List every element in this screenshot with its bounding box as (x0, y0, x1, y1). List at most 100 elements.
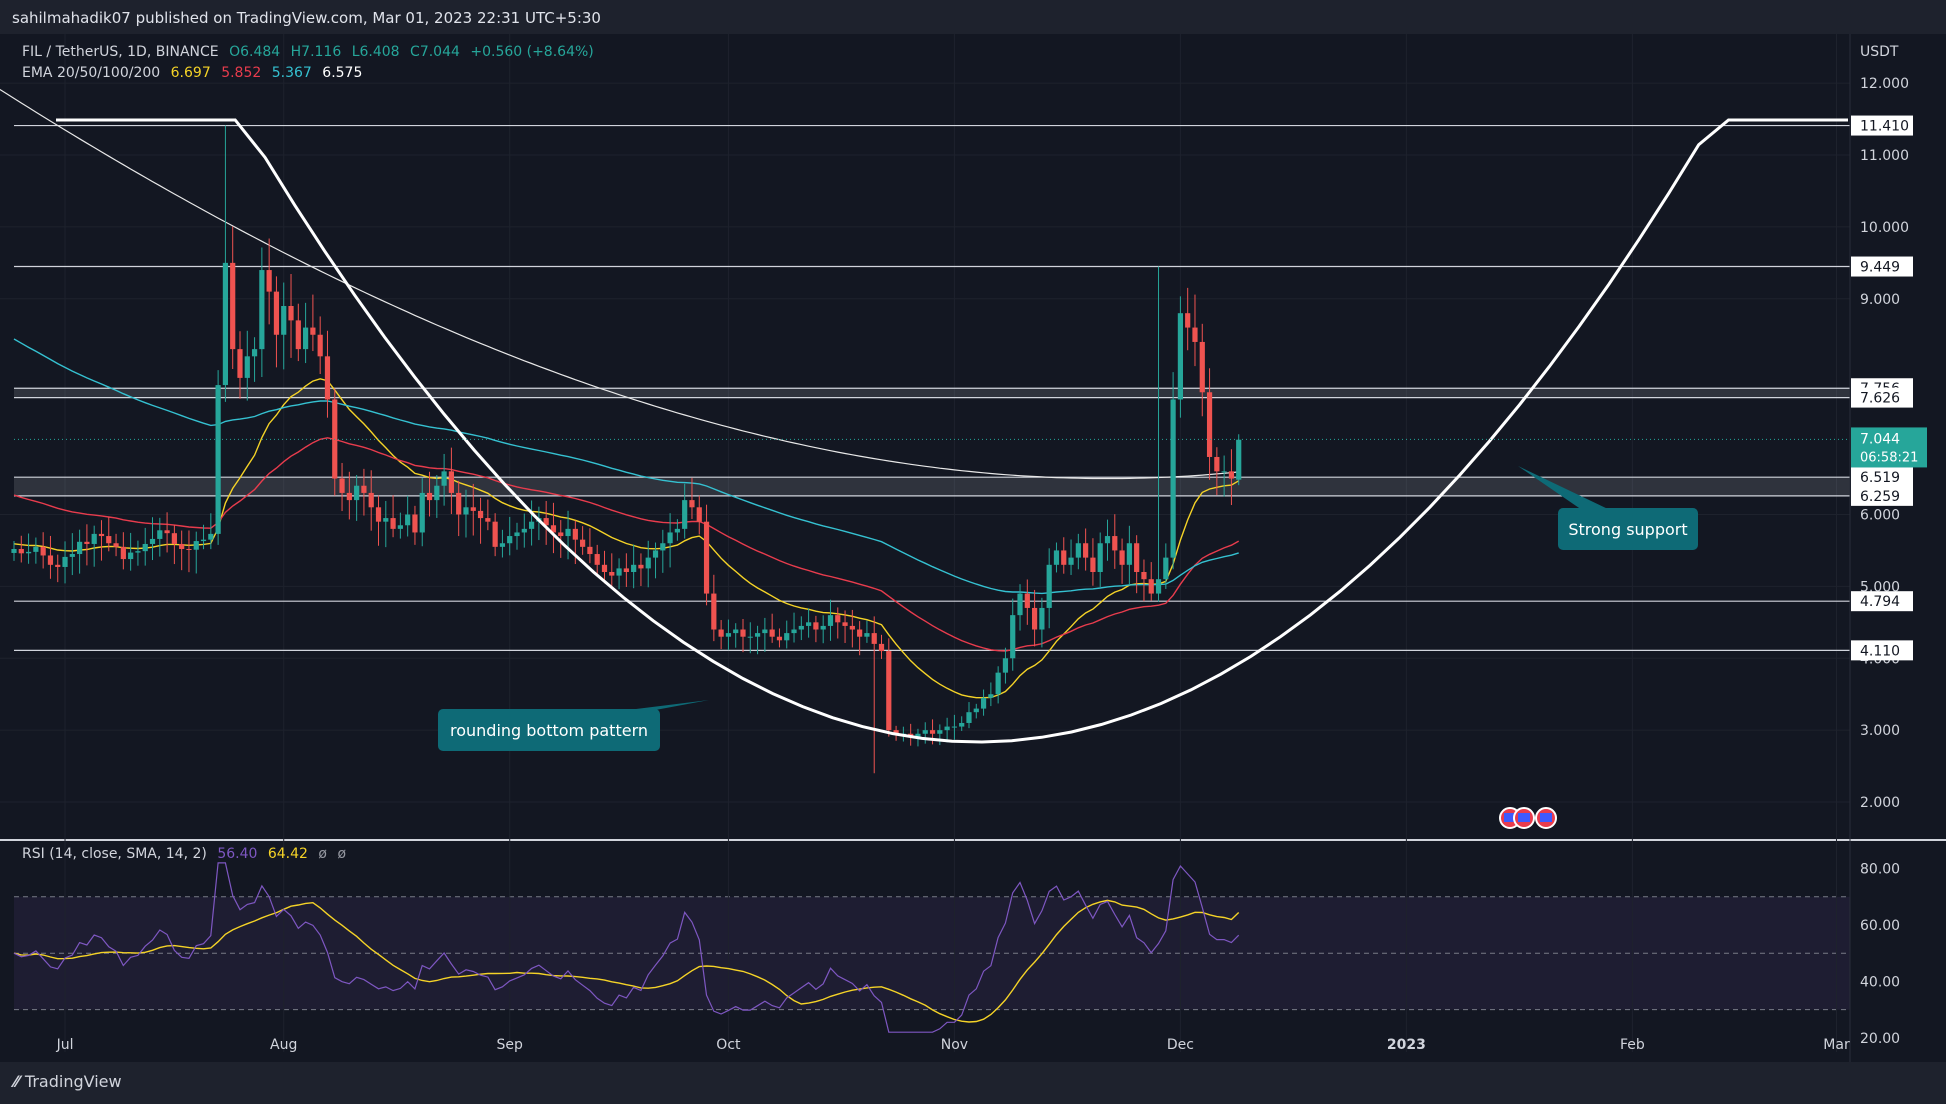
candle-body (682, 500, 688, 529)
x-tick-label: Feb (1620, 1037, 1645, 1053)
candle-body (1221, 471, 1227, 473)
candle-body (718, 629, 724, 637)
level-price-label: 9.449 (1860, 260, 1900, 276)
change-value: +0.560 (+8.64%) (470, 44, 594, 60)
candle-body (565, 528, 571, 537)
published-by-text: sahilmahadik07 published on TradingView.… (12, 9, 601, 27)
candle-body (128, 552, 134, 560)
candle-body (1024, 593, 1030, 608)
candle-body (1141, 572, 1147, 580)
candle-body (1046, 564, 1052, 608)
rsi-extra-2: ø (337, 846, 347, 862)
candle-body (740, 629, 746, 637)
candle-body (259, 270, 265, 350)
candle-body (769, 629, 775, 637)
candle-body (543, 518, 549, 526)
candle-body (1206, 392, 1213, 457)
publish-header (0, 0, 1946, 34)
candle-body (631, 564, 637, 572)
ema100-value: 5.367 (271, 65, 312, 81)
candle-body (558, 532, 564, 537)
candle-body (594, 554, 600, 565)
candle-body (485, 518, 491, 522)
candle-body (1032, 607, 1038, 630)
candle-body (827, 615, 834, 626)
candle-body (1104, 536, 1111, 544)
level-price-tag (1851, 485, 1913, 506)
tradingview-logo[interactable]: ⁄⁄ TradingView (14, 1072, 122, 1091)
candle-body (186, 548, 192, 550)
candle-body (193, 541, 199, 550)
y-tick-label: 9.000 (1860, 292, 1900, 308)
candle-body (959, 722, 965, 727)
candle-body (951, 726, 958, 728)
candle-body (1039, 607, 1045, 630)
ema50-value: 5.852 (221, 65, 262, 81)
candle-body (426, 492, 433, 501)
candle-body (69, 554, 75, 557)
candle-body (324, 356, 331, 400)
candle-body (922, 730, 928, 734)
level-price-tag (1851, 591, 1913, 612)
strong-support-callout-box[interactable] (1558, 508, 1698, 550)
candle-body (281, 306, 287, 335)
candle-body (441, 471, 447, 486)
candle-body (25, 551, 32, 554)
candle-body (893, 730, 899, 734)
x-tick-label: 2023 (1387, 1037, 1426, 1053)
rsi-pane[interactable] (0, 842, 1850, 1062)
level-price-tag (1851, 640, 1913, 661)
candle-body (616, 568, 622, 576)
candle-body (55, 564, 61, 567)
x-tick-label: Dec (1167, 1037, 1194, 1053)
rsi-extra-1: ø (318, 846, 327, 862)
rsi-line (13, 862, 1240, 1033)
ema200-line (0, 88, 1239, 480)
candle-body (660, 543, 666, 551)
candle-body (762, 629, 768, 634)
y-tick-label: 11.000 (1860, 148, 1909, 164)
candle-body (84, 541, 90, 544)
resistance-zone (14, 388, 1850, 398)
rounding-bottom-callout-box[interactable] (438, 709, 660, 751)
candle-body (346, 492, 352, 501)
candle-body (944, 726, 950, 731)
candle-body (813, 622, 819, 630)
candle-body (470, 507, 476, 511)
candle-body (33, 546, 39, 552)
rsi-tick-label: 60.00 (1860, 918, 1900, 934)
candle-body (164, 530, 170, 534)
candle-body (980, 697, 987, 709)
candle-body (244, 356, 250, 378)
candle-body (1185, 313, 1191, 328)
candle-body (1061, 550, 1067, 565)
level-price-label: 4.794 (1860, 594, 1900, 610)
candle-body (419, 492, 425, 533)
rsi-legend: RSI (14, close, SMA, 14, 2) 56.40 64.42 … (22, 846, 352, 862)
symbol-name[interactable]: FIL / TetherUS, 1D, BINANCE (22, 44, 219, 60)
candle-body (1228, 471, 1235, 479)
level-price-label: 7.626 (1860, 391, 1900, 407)
level-price-tag (1851, 115, 1913, 136)
support-zone (14, 477, 1850, 496)
rsi-label[interactable]: RSI (14, close, SMA, 14, 2) (22, 846, 207, 862)
candle-body (448, 471, 454, 493)
candle-body (623, 568, 629, 572)
candle-body (361, 485, 367, 493)
main-pane[interactable] (0, 34, 1850, 834)
candle-body (966, 712, 972, 723)
candle-body (1010, 615, 1016, 659)
candle-body (864, 633, 870, 637)
high-value: H7.116 (290, 44, 342, 60)
candle-body (747, 636, 753, 638)
candle-body (463, 507, 469, 515)
y-tick-label: 10.000 (1860, 220, 1909, 236)
ema-label[interactable]: EMA 20/50/100/200 (22, 65, 161, 81)
candle-body (383, 518, 389, 522)
candle-body (820, 625, 826, 630)
candle-body (1134, 543, 1140, 572)
candle-body (40, 546, 46, 556)
candle-body (390, 518, 396, 529)
candle-body (499, 543, 506, 547)
